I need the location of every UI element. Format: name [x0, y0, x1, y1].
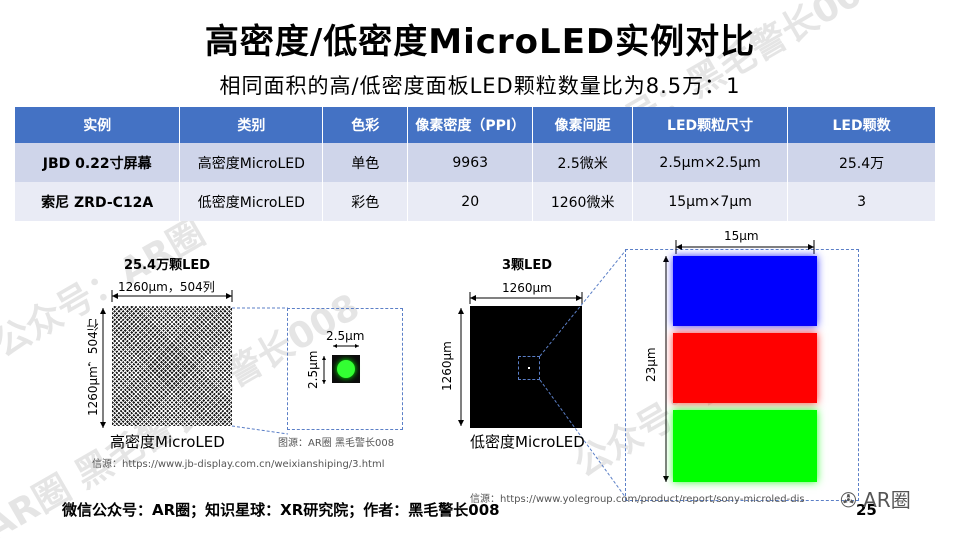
led-height-label: 23μm	[644, 347, 658, 383]
table-cell: 高密度MicroLED	[179, 143, 324, 182]
column-header: 色彩	[322, 107, 409, 143]
table-cell: 9963	[407, 143, 534, 182]
page-number: 25	[856, 501, 877, 519]
right-zoom-marker	[518, 356, 540, 380]
table-header-row: 实例 类别 色彩 像素密度（PPI） 像素间距 LED颗粒尺寸 LED颗数	[15, 107, 936, 143]
right-zoom-box	[625, 249, 859, 501]
right-source: 信源：https://www.yolegroup.com/product/rep…	[470, 494, 805, 505]
zoom-width-arrow	[333, 344, 359, 348]
high-density-led-array	[112, 306, 232, 426]
pixel-dot	[528, 367, 530, 369]
column-header: LED颗粒尺寸	[632, 107, 789, 143]
column-header: LED颗数	[787, 107, 936, 143]
left-zoom-box	[287, 308, 403, 430]
table-cell: 15μm×7μm	[632, 182, 789, 221]
low-density-panel	[470, 306, 582, 428]
table-cell: 3	[787, 182, 936, 221]
right-width-arrow	[469, 292, 583, 304]
left-width-label: 1260μm，504列	[118, 280, 215, 294]
left-width-arrow	[111, 290, 233, 302]
table-cell: 2.5μm×2.5μm	[632, 143, 789, 182]
zoom-width-label: 2.5μm	[326, 329, 365, 343]
right-figure-caption: 3颗LED	[502, 258, 553, 273]
zoom-height-arrow	[322, 356, 326, 384]
table-cell: 25.4万	[787, 143, 936, 182]
single-pixel-cell	[332, 355, 360, 383]
right-zoom-lines	[539, 249, 627, 499]
table-row: JBD 0.22寸屏幕 高密度MicroLED 单色 9963 2.5微米 2.…	[15, 143, 936, 182]
page-subtitle: 相同面积的高/低密度面板LED颗粒数量比为8.5万：1	[219, 74, 741, 98]
table-cell: JBD 0.22寸屏幕	[15, 143, 181, 182]
led-width-arrow	[675, 240, 815, 254]
led-width-label: 15μm	[724, 229, 759, 243]
table-cell: 低密度MicroLED	[179, 182, 324, 221]
image-credit: 图源：AR圈 黑毛警长008	[278, 438, 395, 449]
left-zoom-lines	[231, 307, 289, 435]
right-height-arrow	[458, 308, 464, 426]
green-led	[673, 410, 817, 482]
table-cell: 索尼 ZRD-C12A	[15, 182, 181, 221]
right-bottom-label: 低密度MicroLED	[470, 433, 585, 451]
column-header: 类别	[179, 107, 324, 143]
table-cell: 20	[407, 182, 534, 221]
left-bottom-label: 高密度MicroLED	[110, 433, 225, 451]
left-figure-caption: 25.4万颗LED	[124, 258, 211, 273]
brand-watermark: ✇ AR圈	[840, 484, 911, 513]
comparison-table: 实例 类别 色彩 像素密度（PPI） 像素间距 LED颗粒尺寸 LED颗数 JB…	[15, 107, 936, 221]
page-title: 高密度/低密度MicroLED实例对比	[204, 22, 756, 62]
table-cell: 1260微米	[532, 182, 634, 221]
footer-text: 微信公众号：AR圈；知识星球：XR研究院；作者：黑毛警长008	[62, 501, 500, 519]
wechat-icon: ✇	[840, 488, 857, 512]
blue-led	[673, 256, 817, 326]
table-row: 索尼 ZRD-C12A 低密度MicroLED 彩色 20 1260微米 15μ…	[15, 182, 936, 221]
table-cell: 单色	[322, 143, 409, 182]
column-header: 像素密度（PPI）	[407, 107, 534, 143]
red-led	[673, 333, 817, 403]
left-source: 信源：https://www.jb-display.com.cn/weixian…	[92, 459, 385, 470]
led-height-arrow	[663, 256, 669, 482]
left-height-arrow	[100, 308, 106, 428]
green-led-dot	[337, 360, 355, 378]
zoom-height-label: 2.5μm	[306, 350, 320, 389]
column-header: 像素间距	[532, 107, 634, 143]
table-cell: 彩色	[322, 182, 409, 221]
right-height-label: 1260μm	[440, 341, 454, 391]
column-header: 实例	[15, 107, 181, 143]
table-cell: 2.5微米	[532, 143, 634, 182]
right-width-label: 1260μm	[502, 281, 552, 295]
brand-label: AR圈	[863, 488, 911, 512]
